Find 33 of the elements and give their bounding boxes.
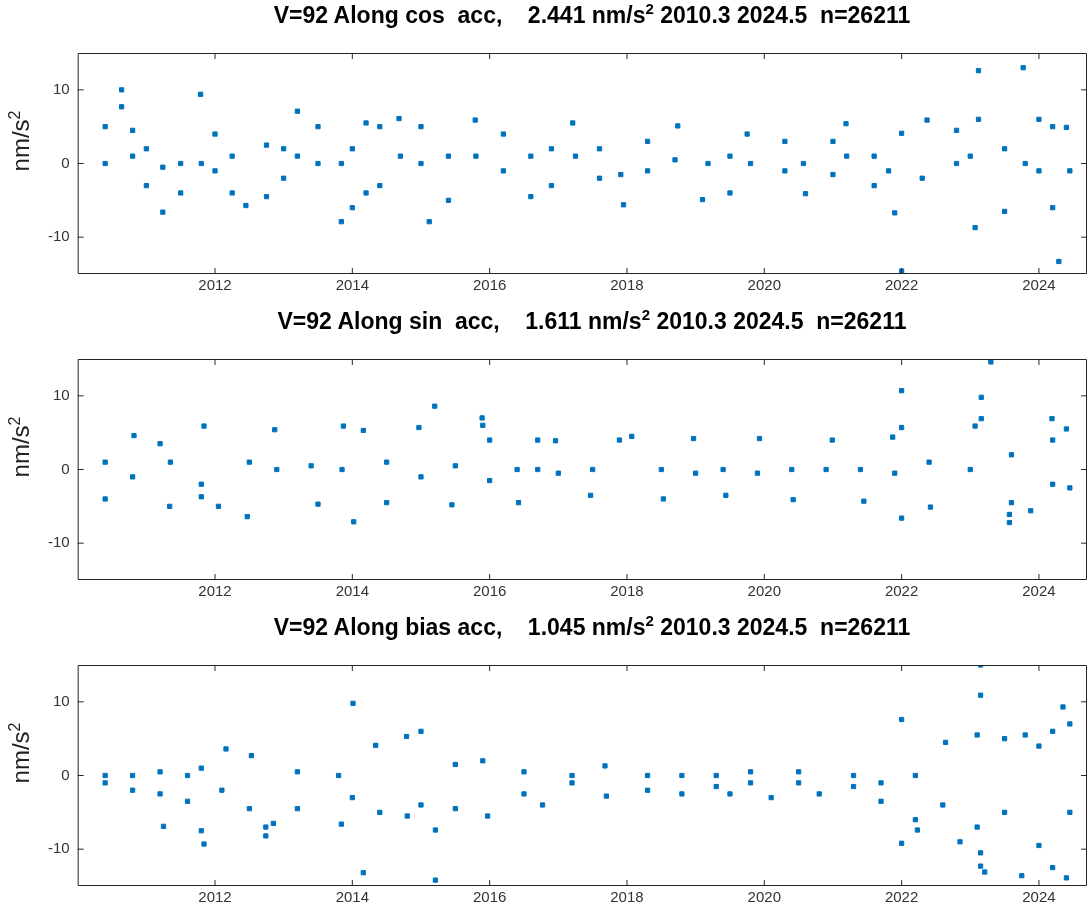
x-tick-label: 2024 bbox=[1022, 276, 1056, 294]
x-tick-label: 2012 bbox=[198, 888, 232, 906]
chart-title: V=92 Along sin acc, 1.611 nm/s$^{2}$ 2010.3 2024.5 n=26211 bbox=[276, 306, 908, 335]
x-tick-label: 2018 bbox=[610, 582, 644, 600]
x-tick-label: 2012 bbox=[198, 276, 232, 294]
y-tick-label: 0 bbox=[61, 153, 70, 171]
y-tick-label: 0 bbox=[61, 459, 70, 477]
y-tick-label: -10 bbox=[47, 227, 70, 245]
x-tick-label: 2022 bbox=[884, 276, 919, 294]
y-tick-label: -10 bbox=[47, 839, 70, 857]
x-tick-label: 2018 bbox=[610, 276, 644, 294]
x-tick-label: 2012 bbox=[198, 582, 232, 600]
x-tick-label: 2020 bbox=[747, 888, 781, 906]
x-tick-label: 2024 bbox=[1022, 582, 1056, 600]
x-tick-label: 2020 bbox=[747, 276, 781, 294]
y-tick-label: 10 bbox=[52, 385, 70, 403]
x-tick-label: 2024 bbox=[1022, 888, 1056, 906]
x-tick-label: 2022 bbox=[884, 582, 919, 600]
chart-title: V=92 Along cos acc, 2.441 nm/s$^{2}$ 2010.3 2024.5 n=26211 bbox=[272, 0, 912, 29]
y-tick-label: 10 bbox=[52, 691, 70, 709]
x-tick-label: 2014 bbox=[335, 276, 370, 294]
y-tick-label: 0 bbox=[61, 765, 70, 783]
x-tick-label: 2016 bbox=[472, 276, 507, 294]
chart-title: V=92 Along bias acc, 1.045 nm/s$^{2}$ 2010.3 2024.5 n=26211 bbox=[272, 612, 912, 641]
x-tick-label: 2014 bbox=[335, 582, 370, 600]
y-tick-label: -10 bbox=[47, 533, 70, 551]
x-tick-label: 2014 bbox=[335, 888, 370, 906]
x-tick-label: 2016 bbox=[472, 888, 507, 906]
x-tick-label: 2022 bbox=[884, 888, 919, 906]
y-tick-label: 10 bbox=[52, 79, 70, 97]
x-tick-label: 2016 bbox=[472, 582, 507, 600]
x-tick-label: 2018 bbox=[610, 888, 644, 906]
x-tick-label: 2020 bbox=[747, 582, 781, 600]
